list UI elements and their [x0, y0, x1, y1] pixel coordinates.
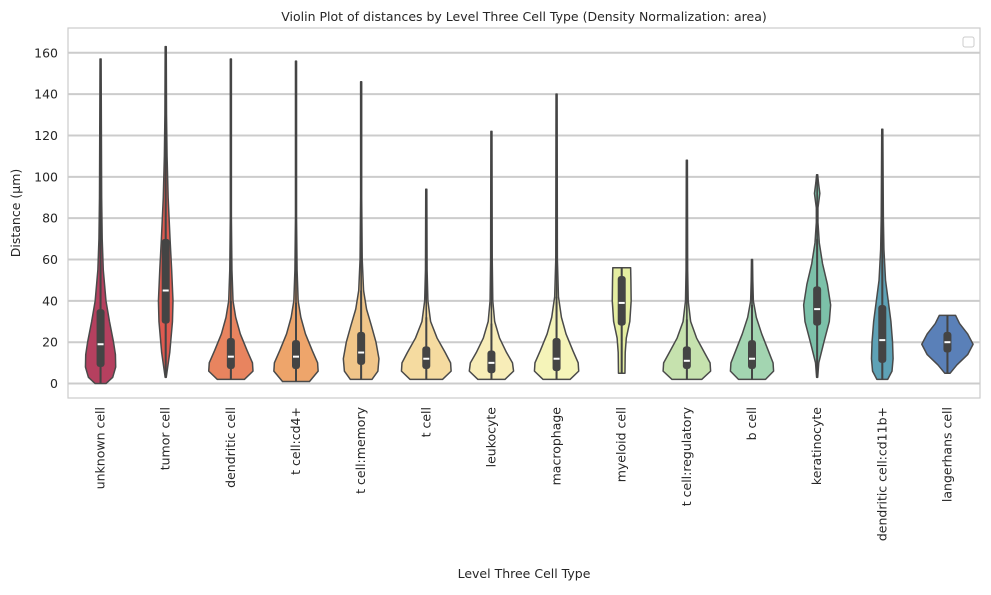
violin-b-cell: [729, 258, 775, 381]
violin-iqr-box: [96, 309, 105, 367]
x-tick-label: t cell:cd4+: [288, 407, 303, 475]
y-tick-label: 60: [42, 252, 58, 267]
violin-iqr-box: [682, 346, 691, 370]
y-tick-label: 80: [42, 211, 58, 226]
y-tick-label: 120: [34, 128, 58, 143]
violin-leukocyte: [468, 130, 515, 381]
violins: [84, 45, 974, 385]
violin-iqr-box: [422, 346, 431, 370]
y-tick-label: 20: [42, 335, 58, 350]
x-tick-label: langerhans cell: [939, 407, 954, 502]
violin-macrophage: [533, 93, 580, 381]
x-tick-label: b cell: [744, 407, 759, 440]
violin-iqr-box: [552, 338, 561, 372]
violin-iqr-box: [748, 340, 756, 370]
x-tick-label: dendritic cell: [223, 407, 238, 488]
violin-iqr-box: [617, 276, 626, 326]
x-tick-label: myeloid cell: [614, 407, 629, 482]
violin-iqr-box: [878, 304, 887, 363]
violin-keratinocyte: [802, 174, 832, 379]
y-tick-label: 40: [42, 293, 58, 308]
violin-t-cell: [400, 188, 452, 381]
x-tick-label: tumor cell: [158, 407, 173, 470]
x-tick-label: dendritic cell:cd11b+: [874, 407, 889, 541]
chart-title: Violin Plot of distances by Level Three …: [281, 9, 767, 24]
x-tick-labels: unknown cell tumor cell dendritic cell t ce…: [93, 406, 955, 541]
violin-langerhans-cell: [921, 314, 974, 374]
violin-t-cell-cd4-: [273, 60, 319, 383]
violin-tumor-cell: [157, 45, 174, 379]
y-tick-label: 0: [50, 376, 58, 391]
x-tick-label: t cell:regulatory: [679, 406, 694, 506]
x-tick-label: t cell:memory: [353, 406, 368, 493]
violin-iqr-box: [487, 350, 496, 374]
x-tick-label: leukocyte: [483, 407, 498, 468]
y-tick-label: 140: [34, 87, 58, 102]
y-axis-label: Distance (µm): [8, 169, 23, 258]
x-tick-label: keratinocyte: [809, 407, 824, 485]
y-tick-labels: 0 20 40 60 80 100 120 140 160: [34, 45, 58, 391]
violin-dendritic-cell-cd11b-: [870, 128, 894, 381]
x-tick-label: unknown cell: [93, 407, 108, 489]
x-tick-label: t cell: [418, 407, 433, 437]
violin-unknown-cell: [84, 58, 117, 385]
violin-iqr-box: [813, 286, 822, 326]
plot-frame: [67, 27, 981, 399]
violin-t-cell-regulatory: [662, 159, 712, 381]
legend-box: [962, 36, 975, 48]
violin-myeloid-cell: [611, 267, 632, 374]
y-tick-label: 100: [34, 169, 58, 184]
x-axis-label: Level Three Cell Type: [458, 566, 591, 581]
grid-lines: [68, 51, 980, 385]
y-tick-label: 160: [34, 45, 58, 60]
violin-iqr-box: [161, 238, 170, 324]
violin-t-cell-memory: [342, 80, 380, 381]
violin-iqr-box: [292, 340, 300, 370]
violin-dendritic-cell: [207, 58, 254, 381]
x-tick-label: macrophage: [549, 407, 564, 486]
violin-iqr-box: [357, 331, 366, 365]
violin-iqr-box: [226, 338, 235, 370]
